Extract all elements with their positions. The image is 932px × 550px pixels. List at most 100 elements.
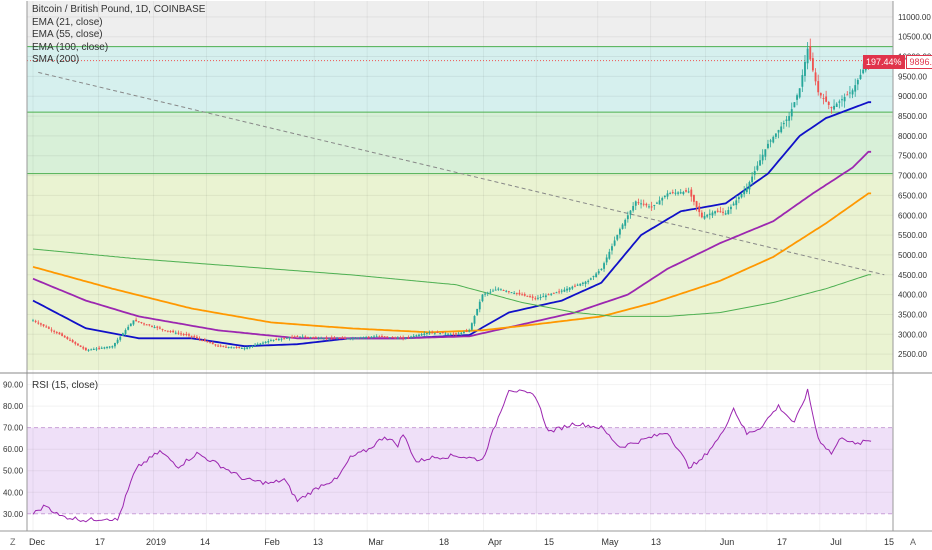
candle — [431, 330, 434, 334]
candle-body — [518, 292, 521, 295]
candle — [642, 199, 645, 207]
candle — [383, 336, 386, 338]
candle — [127, 324, 130, 331]
candle-body — [79, 345, 82, 347]
candle-body — [804, 61, 806, 76]
candle-body — [719, 211, 722, 213]
candle-body — [275, 339, 278, 341]
candle — [82, 345, 85, 350]
candle — [494, 286, 497, 291]
legend-ema100[interactable]: EMA (100, close) — [32, 41, 109, 53]
candle-body — [698, 206, 701, 213]
candle — [280, 337, 283, 342]
candle — [463, 330, 465, 335]
candle — [542, 293, 545, 298]
candle — [50, 327, 53, 333]
candle-body — [262, 342, 264, 344]
candle — [798, 88, 801, 99]
moving-averages — [32, 101, 872, 348]
rsi-tick-label: 70.00 — [3, 424, 24, 433]
candle — [658, 196, 661, 205]
candle-body — [256, 344, 259, 346]
candle — [351, 336, 354, 341]
price-badge: 197.44% 9896.85 — [863, 55, 932, 69]
candle — [640, 199, 642, 209]
candle — [698, 202, 701, 217]
candle — [283, 337, 286, 340]
candle-body — [825, 96, 828, 102]
candle — [587, 279, 590, 285]
candle — [830, 106, 833, 114]
candle — [677, 191, 680, 196]
candle — [177, 330, 180, 335]
candle — [232, 347, 235, 349]
candle — [663, 195, 666, 199]
candle — [87, 348, 90, 352]
rsi-legend[interactable]: RSI (15, close) — [32, 380, 99, 391]
candle — [322, 337, 325, 340]
candle-body — [129, 323, 132, 327]
zoom-left-button[interactable]: Z — [10, 537, 16, 547]
candle — [470, 322, 473, 331]
candle — [349, 337, 352, 341]
candle — [611, 243, 613, 255]
candle-body — [510, 292, 513, 294]
chart-legend: Bitcoin / British Pound, 1D, COINBASE EM… — [32, 4, 205, 67]
candle-body — [214, 344, 217, 346]
candle — [523, 292, 526, 297]
candle-body — [515, 292, 518, 294]
candle-body — [143, 323, 145, 325]
candle — [843, 93, 846, 108]
legend-ema55[interactable]: EMA (55, close) — [32, 29, 103, 41]
candle-body — [761, 154, 764, 161]
candle-body — [584, 281, 587, 284]
candle-body — [740, 193, 743, 198]
candle — [275, 337, 278, 341]
candle-body — [370, 336, 373, 338]
candle-body — [751, 176, 754, 183]
candle-body — [312, 337, 315, 339]
candle-body — [362, 337, 365, 339]
candle — [328, 338, 331, 341]
candle — [518, 289, 521, 296]
ma-line-2 — [32, 192, 872, 334]
candle — [714, 210, 717, 216]
candle — [579, 283, 582, 287]
candle — [679, 188, 682, 195]
legend-sma200[interactable]: SMA (200) — [32, 54, 80, 66]
candle — [513, 291, 516, 295]
candle-body — [288, 337, 291, 339]
candle — [716, 208, 719, 213]
candle-body — [507, 291, 510, 293]
ma-line-1 — [32, 150, 872, 340]
candle-body — [671, 192, 674, 194]
candle-body — [217, 345, 219, 347]
rsi-band — [27, 427, 893, 514]
candle — [37, 320, 40, 325]
candle-body — [55, 332, 58, 334]
candle-body — [254, 345, 257, 347]
candle — [436, 330, 439, 334]
candle-body — [87, 349, 90, 351]
candle — [603, 261, 605, 272]
candle-body — [264, 341, 267, 343]
time-tick-label: 14 — [200, 537, 210, 547]
legend-ema21[interactable]: EMA (21, close) — [32, 16, 103, 28]
candle — [365, 335, 368, 340]
candle-body — [463, 331, 465, 333]
candle — [584, 280, 587, 288]
candle-body — [195, 336, 198, 339]
candle-body — [798, 88, 801, 98]
candle-body — [412, 335, 415, 338]
candle-body — [460, 332, 463, 335]
candle-body — [346, 338, 349, 340]
candle-body — [529, 296, 531, 298]
candle-body — [365, 337, 368, 339]
candle-body — [611, 246, 613, 251]
candle — [399, 335, 402, 339]
candle — [433, 332, 436, 335]
candle — [71, 338, 74, 343]
auto-scale-button[interactable]: A — [910, 537, 917, 547]
candle-body — [560, 290, 563, 292]
candle-body — [642, 203, 645, 205]
